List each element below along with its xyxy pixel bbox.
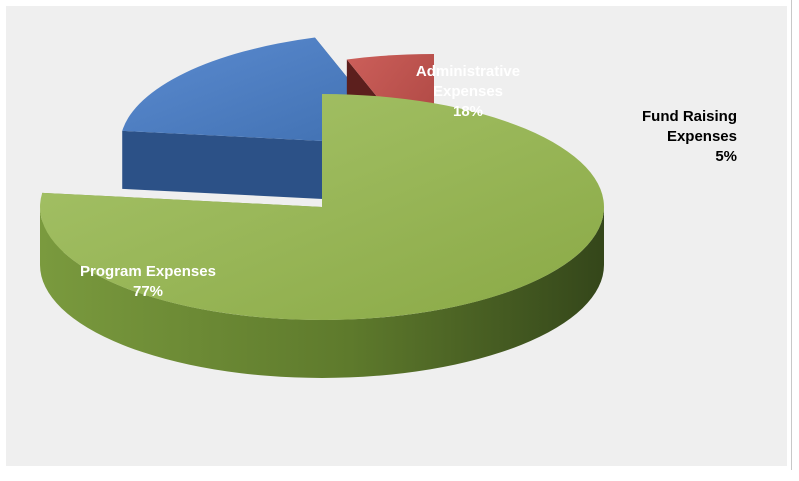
label-program-expenses: Program Expenses 77%: [80, 263, 216, 300]
slice-top: [39, 94, 605, 320]
slice-name-label: Fund Raising: [642, 108, 737, 125]
slice-rim: [40, 207, 604, 378]
slice-percent-label: 5%: [715, 148, 737, 165]
slice-name-label: Expenses: [433, 83, 503, 100]
slice-name-label: Administrative: [416, 63, 520, 80]
slice-percent-label: 18%: [453, 103, 483, 120]
slice-name-label: Program Expenses: [80, 263, 216, 280]
right-border-line: [791, 0, 792, 470]
slice-percent-label: 77%: [133, 283, 163, 300]
label-administrative-expenses: Administrative Expenses 18%: [416, 63, 520, 120]
slice-name-label: Expenses: [667, 128, 737, 145]
label-fund-raising-expenses: Fund Raising Expenses 5%: [642, 108, 737, 165]
slice-program-expenses: [39, 94, 605, 378]
